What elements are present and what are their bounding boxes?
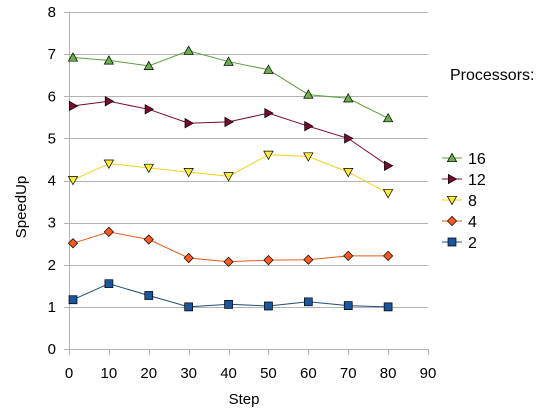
legend-marker xyxy=(447,237,457,247)
data-point xyxy=(303,152,314,162)
data-point xyxy=(104,279,114,289)
data-point xyxy=(68,100,79,112)
data-point xyxy=(344,133,354,144)
data-point xyxy=(143,234,154,245)
data-point xyxy=(67,176,79,186)
y-axis-title: SpeedUp xyxy=(13,176,30,239)
legend-item-8: 8 xyxy=(442,193,477,210)
y-tick-label: 6 xyxy=(48,88,56,105)
data-point xyxy=(263,255,274,266)
y-tick-label: 8 xyxy=(48,4,56,21)
legend-marker xyxy=(446,195,458,206)
x-tick-label: 60 xyxy=(300,365,317,382)
data-point xyxy=(263,64,274,74)
y-tick-label: 4 xyxy=(48,173,56,190)
data-point xyxy=(343,301,353,310)
x-tick-labels: 0 10 20 30 40 50 60 70 80 90 xyxy=(65,365,437,382)
data-point xyxy=(143,163,154,174)
data-point xyxy=(67,238,79,249)
legend-marker xyxy=(446,215,458,227)
x-tick-label: 30 xyxy=(180,365,197,382)
data-point xyxy=(224,116,234,128)
legend: Processors: 16 12 8 4 2 xyxy=(442,67,534,252)
grid-lines xyxy=(69,12,428,308)
legend-label: 16 xyxy=(468,151,486,168)
data-point xyxy=(67,52,79,62)
data-point xyxy=(263,150,274,161)
legend-item-2: 2 xyxy=(442,235,477,252)
y-tick-labels: 0 1 2 3 4 5 6 7 8 xyxy=(48,4,56,358)
data-point xyxy=(383,250,394,261)
data-point xyxy=(223,256,234,267)
legend-marker xyxy=(447,173,458,185)
legend-item-16: 16 xyxy=(442,151,486,168)
x-tick-label: 50 xyxy=(260,365,277,382)
x-axis-title: Step xyxy=(229,391,260,408)
x-tick-label: 40 xyxy=(220,365,237,382)
data-point xyxy=(383,302,393,312)
x-tick-label: 80 xyxy=(380,365,397,382)
data-point xyxy=(68,295,78,305)
series-4 xyxy=(67,226,394,267)
axes xyxy=(64,12,429,355)
data-point xyxy=(144,104,155,115)
x-tick-label: 90 xyxy=(420,365,437,382)
y-tick-label: 1 xyxy=(48,299,56,316)
x-tick-label: 0 xyxy=(65,365,73,382)
data-point xyxy=(103,226,114,237)
data-point xyxy=(183,252,194,264)
series-line xyxy=(72,100,389,167)
data-point xyxy=(264,107,274,119)
data-point xyxy=(223,56,234,66)
data-point xyxy=(183,168,194,178)
x-tick-label: 20 xyxy=(140,365,157,382)
data-series xyxy=(67,45,394,312)
legend-marker xyxy=(446,152,458,163)
data-point xyxy=(103,159,115,169)
x-tick-label: 70 xyxy=(340,365,357,382)
data-point xyxy=(343,93,354,103)
data-point xyxy=(303,254,314,265)
legend-item-4: 4 xyxy=(442,214,477,231)
y-tick-label: 2 xyxy=(48,257,56,274)
y-tick-label: 3 xyxy=(48,215,56,232)
data-point xyxy=(382,189,394,199)
data-point xyxy=(143,60,154,70)
y-tick-label: 5 xyxy=(48,130,56,147)
y-tick-label: 0 xyxy=(48,341,56,358)
x-tick-label: 10 xyxy=(101,365,118,382)
series-2 xyxy=(68,279,393,312)
legend-label: 12 xyxy=(468,172,486,189)
legend-title: Processors: xyxy=(450,67,534,84)
data-point xyxy=(183,45,194,55)
data-point xyxy=(304,120,314,132)
data-point xyxy=(303,297,313,307)
series-line xyxy=(72,231,389,263)
data-point xyxy=(303,89,314,99)
series-16 xyxy=(67,45,394,123)
y-tick-label: 7 xyxy=(48,46,56,63)
data-point xyxy=(382,112,394,123)
legend-label: 2 xyxy=(468,235,477,252)
data-point xyxy=(343,250,354,261)
data-point xyxy=(223,172,234,182)
data-point xyxy=(184,118,194,129)
series-8 xyxy=(67,150,394,199)
data-point xyxy=(104,96,115,107)
data-point xyxy=(384,160,394,171)
data-point xyxy=(343,168,354,178)
legend-label: 4 xyxy=(468,214,477,231)
legend-label: 8 xyxy=(468,193,477,210)
legend-item-12: 12 xyxy=(442,172,486,189)
series-12 xyxy=(68,96,394,171)
data-point xyxy=(264,301,273,311)
data-point xyxy=(144,291,154,300)
data-point xyxy=(103,55,115,65)
data-point xyxy=(184,302,194,312)
data-point xyxy=(224,299,233,309)
